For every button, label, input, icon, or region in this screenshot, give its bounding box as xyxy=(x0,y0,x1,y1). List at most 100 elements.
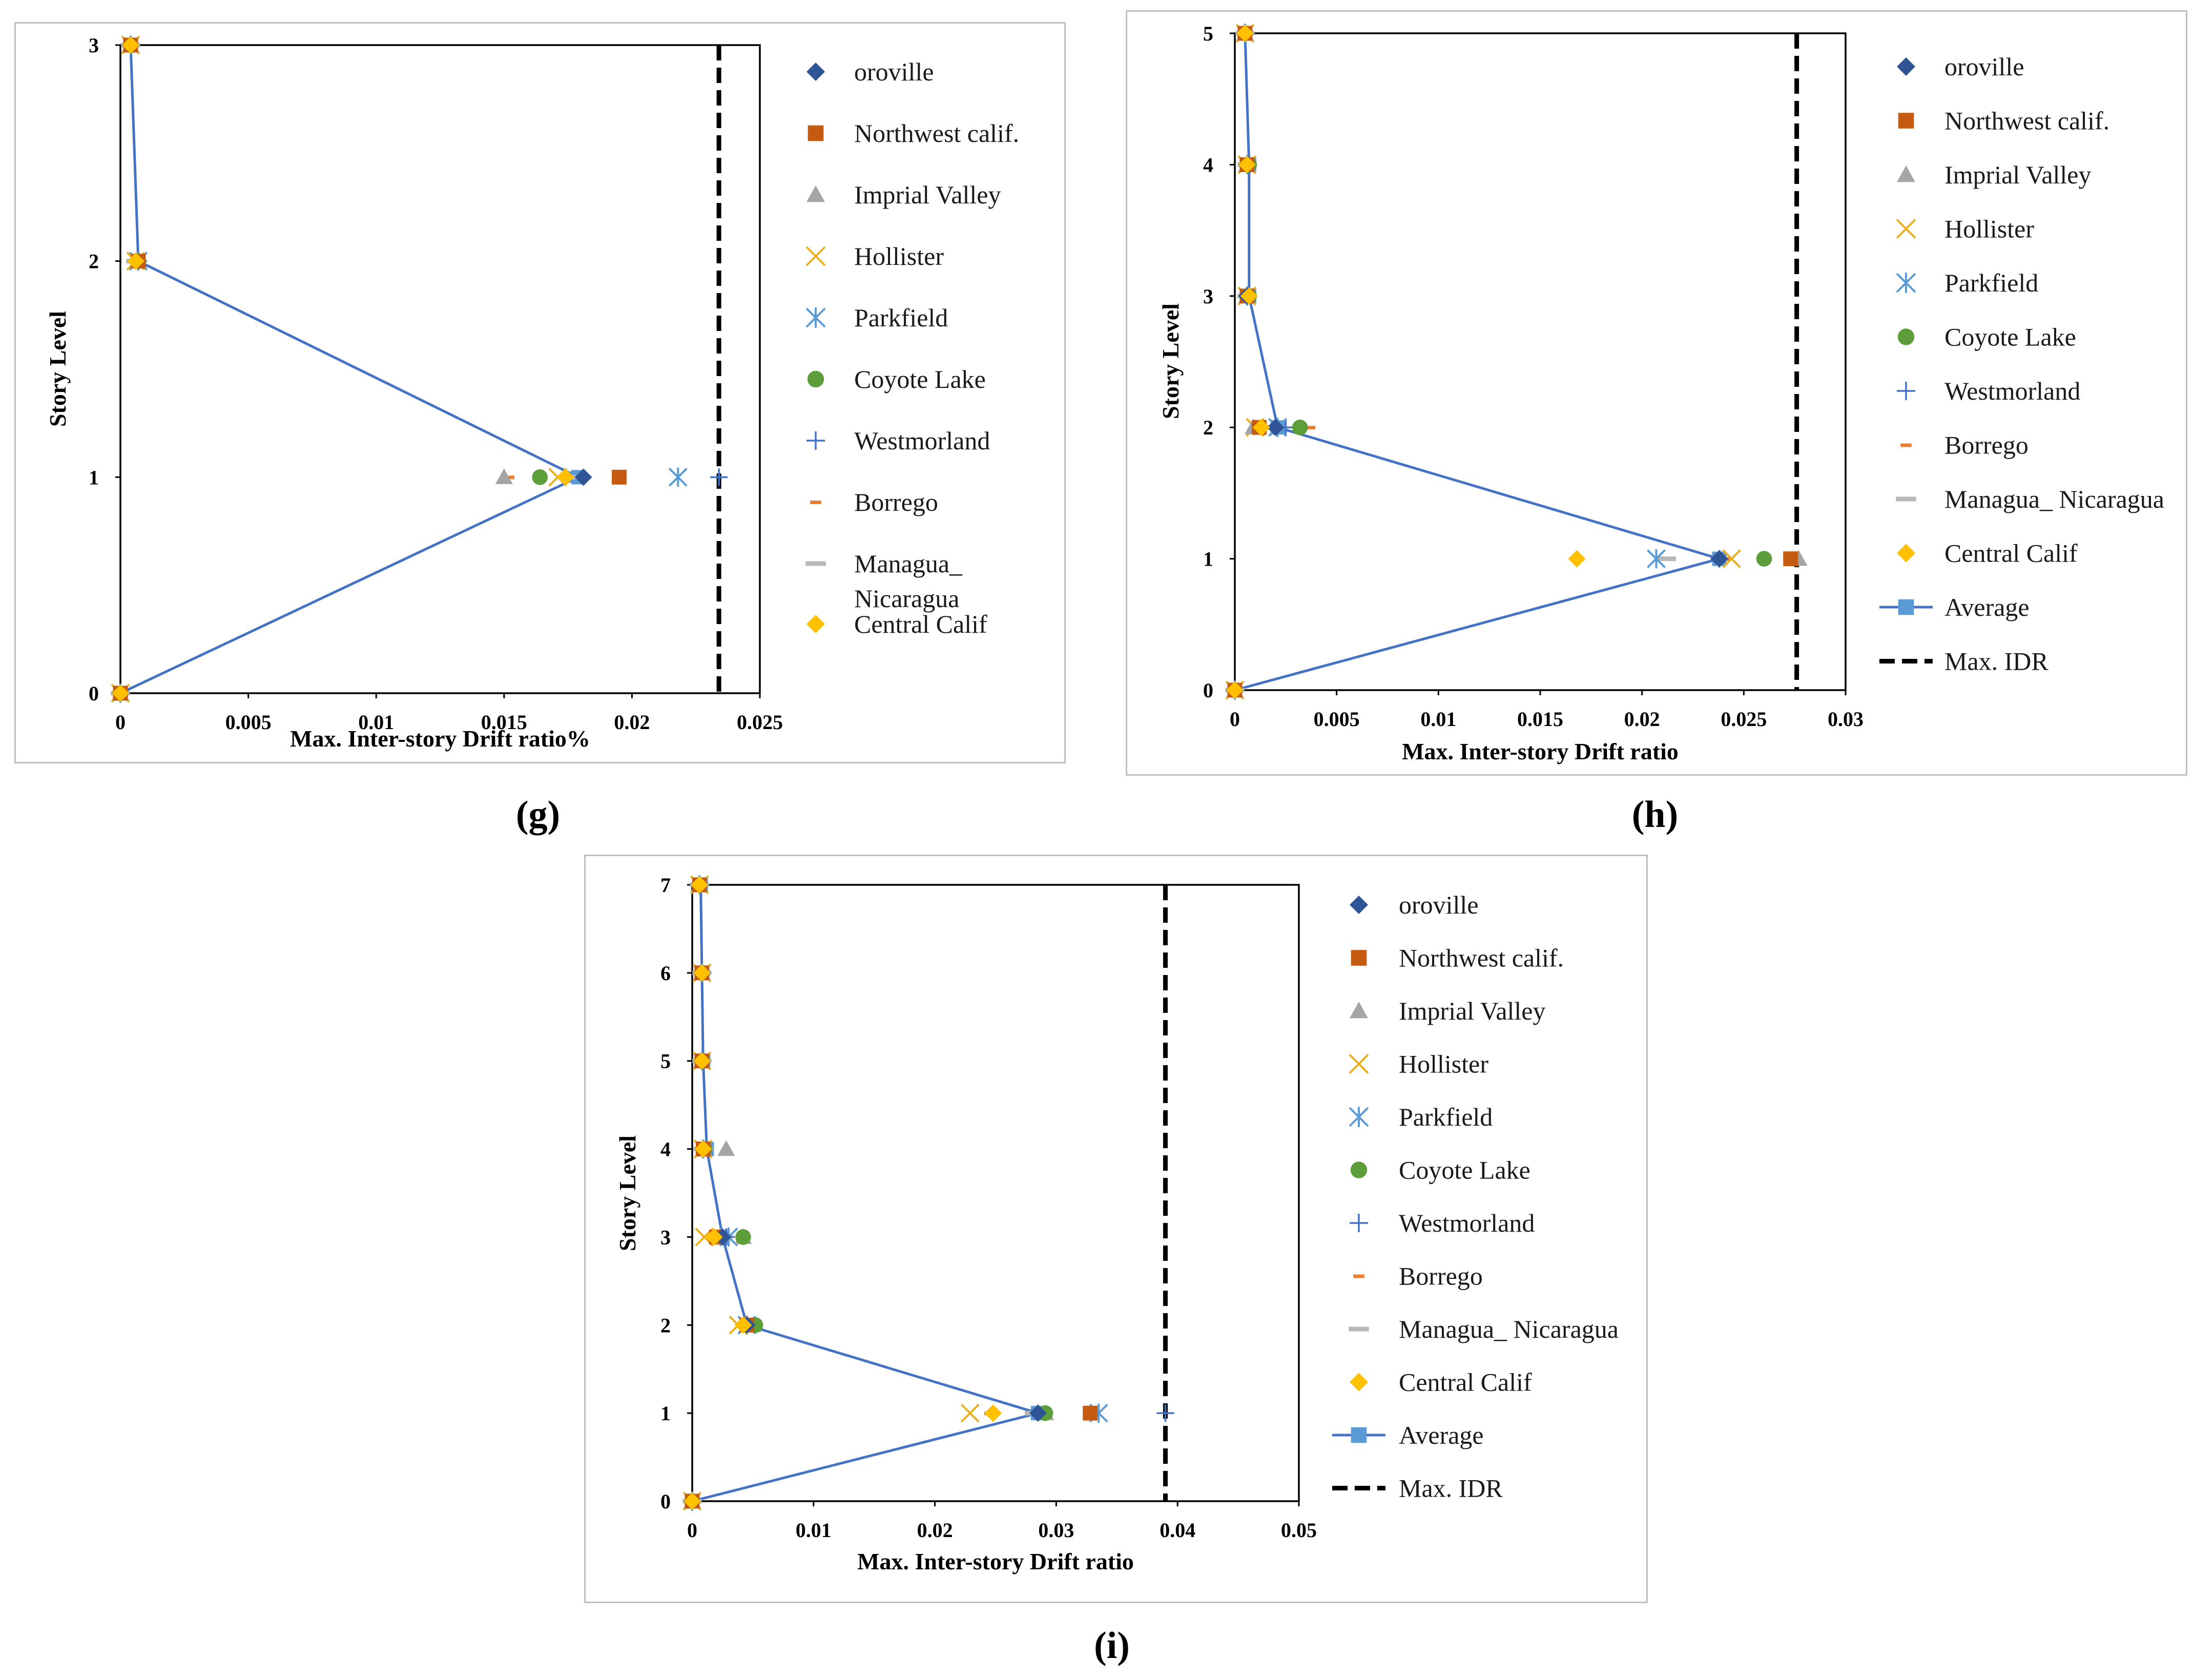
chart-h-xtick-label: 0.025 xyxy=(1721,708,1767,731)
chart-i-ytick-label: 3 xyxy=(660,1226,671,1249)
chart-g-legend-label-coyote: Coyote Lake xyxy=(854,365,986,393)
chart-h-xtick-label: 0.01 xyxy=(1420,708,1456,731)
chart-g-point-central xyxy=(121,36,139,54)
chart-h-point-oroville xyxy=(1710,550,1728,568)
chart-g-legend-marker-northwest xyxy=(808,125,824,141)
chart-g-legend-marker-oroville xyxy=(806,63,825,81)
chart-h-ylabel: Story Level xyxy=(1157,303,1184,419)
chart-i-point-central-shape xyxy=(691,876,709,894)
chart-g-legend-marker-borrego xyxy=(810,501,821,504)
chart-i-legend-label-average: Average xyxy=(1399,1421,1484,1449)
chart-i-xtick-label: 0.04 xyxy=(1160,1519,1195,1542)
chart-h-legend-label-parkfield: Parkfield xyxy=(1944,268,2038,297)
chart-i-ytick-label: 2 xyxy=(660,1314,671,1337)
chart-g-point-central xyxy=(112,685,129,702)
chart-g-point-borrego-shape xyxy=(504,475,514,480)
chart-h-point-borrego-shape xyxy=(1305,426,1316,430)
chart-i-legend-label-northwest: Northwest calif. xyxy=(1399,944,1564,972)
chart-i-point-northwest xyxy=(1083,1405,1098,1421)
chart-i-legend-marker-central xyxy=(1350,1373,1368,1392)
chart-h-legend-label-average: Average xyxy=(1944,593,2030,621)
chart-i-legend-marker-oroville xyxy=(1350,896,1368,914)
chart-g-legend-marker-northwest-shape xyxy=(808,125,824,141)
chart-i-ylabel: Story Level xyxy=(614,1135,640,1251)
chart-h-point-hollister-shape xyxy=(1722,549,1741,569)
chart-i-ytick-label: 0 xyxy=(660,1490,671,1513)
chart-g-ytick-label: 0 xyxy=(89,682,99,705)
chart-h-point-coyote xyxy=(1756,551,1772,567)
chart-i-point-central-shape xyxy=(734,1316,752,1334)
chart-h-legend-marker-parkfield xyxy=(1896,273,1916,293)
chart-i-point-central-shape xyxy=(684,1492,701,1510)
panel-label-i: (i) xyxy=(1094,1625,1130,1667)
chart-g-point-borrego xyxy=(504,475,514,480)
chart-h-legend-label-imprial: Imprial Valley xyxy=(1944,160,2092,189)
chart-h-legend-marker-westmorland-shape xyxy=(1897,382,1915,400)
chart-h-legend-marker-average xyxy=(1879,599,1933,615)
chart-i-point-hollister-shape xyxy=(960,1403,980,1423)
chart-h-ytick-label: 2 xyxy=(1203,416,1213,439)
chart-h-plot-frame xyxy=(1234,32,1847,691)
chart-i-point-northwest-shape xyxy=(1083,1405,1098,1421)
chart-g-ytick-label: 2 xyxy=(89,250,99,273)
chart-h-xlabel: Max. Inter-story Drift ratio xyxy=(1402,738,1679,764)
chart-h-legend-label-oroville: oroville xyxy=(1944,52,2024,81)
chart-g-legend-marker-imprial xyxy=(806,185,825,202)
chart-g-point-westmorland xyxy=(710,468,728,486)
chart-i-legend-marker-northwest-shape xyxy=(1351,950,1367,966)
chart-h-legend-marker-managua-shape xyxy=(1896,496,1916,502)
chart-i-legend-label-central: Central Calif xyxy=(1399,1368,1532,1397)
chart-i-legend-marker-coyote xyxy=(1350,1162,1368,1178)
chart-h-point-northwest xyxy=(1783,551,1798,567)
chart-i-xtick-label: 0.01 xyxy=(796,1519,832,1542)
panel-h-frame xyxy=(1126,10,2187,776)
chart-i-legend-marker-imprial-shape xyxy=(1350,1002,1368,1019)
chart-i-point-central xyxy=(984,1404,1002,1422)
chart-i-legend-marker-borrego-shape xyxy=(1353,1274,1364,1278)
chart-i-legend-marker-managua xyxy=(1349,1326,1369,1332)
chart-i-legend-marker-coyote-shape xyxy=(1350,1162,1368,1178)
chart-h-point-managua xyxy=(1657,556,1676,562)
chart-h-point-central-shape xyxy=(1568,550,1586,568)
chart-g-point-central-shape xyxy=(121,36,139,54)
chart-i-plot-frame xyxy=(691,884,1300,1502)
chart-h-legend-label-borrego: Borrego xyxy=(1944,431,2029,460)
chart-i-point-central-shape xyxy=(693,1052,711,1070)
chart-g-point-northwest-shape xyxy=(611,469,627,485)
chart-i-legend-marker-central-shape xyxy=(1350,1373,1368,1392)
chart-h-legend-label-managua: Managua_ Nicaragua xyxy=(1944,485,2164,513)
chart-g-xtick-label: 0.02 xyxy=(614,711,650,734)
chart-i-point-oroville-shape xyxy=(1029,1404,1047,1422)
chart-g-legend-label-parkfield: Parkfield xyxy=(854,303,948,332)
chart-h-legend-marker-managua xyxy=(1896,496,1916,502)
chart-h-legend-marker-northwest xyxy=(1898,113,1914,129)
chart-g-point-coyote xyxy=(532,469,548,485)
chart-i-legend-marker-imprial xyxy=(1350,1002,1368,1019)
chart-i-legend-label-managua: Managua_ Nicaragua xyxy=(1399,1315,1619,1343)
chart-g-point-central-shape xyxy=(127,252,144,270)
chart-i-legend-label-westmorland: Westmorland xyxy=(1399,1209,1535,1237)
chart-h-legend-label-westmorland: Westmorland xyxy=(1944,377,2080,405)
chart-g-xlabel: Max. Inter-story Drift ratio% xyxy=(290,725,590,752)
chart-h-legend-marker-imprial xyxy=(1897,165,1915,182)
chart-g-legend-label-managua: Managua_ xyxy=(854,549,963,578)
chart-g-point-oroville xyxy=(574,468,592,486)
chart-g-legend-marker-parkfield-shape xyxy=(805,307,826,328)
chart-i-point-central xyxy=(694,1140,712,1158)
chart-g-legend-marker-westmorland xyxy=(806,431,825,450)
chart-h-point-central xyxy=(1236,25,1254,42)
chart-i-xtick-label: 0.05 xyxy=(1281,1519,1317,1542)
chart-i-legend-label-parkfield: Parkfield xyxy=(1399,1103,1493,1131)
chart-i-point-imprial-shape xyxy=(717,1140,735,1156)
chart-i-point-central-shape xyxy=(693,964,711,982)
chart-g-xtick-label: 0.015 xyxy=(481,711,527,734)
chart-h-legend-marker-hollister xyxy=(1896,219,1916,239)
chart-i-legend-marker-oroville-shape xyxy=(1350,896,1368,914)
chart-g-point-imprial-shape xyxy=(495,468,513,484)
chart-h-legend-marker-parkfield-shape xyxy=(1896,273,1916,293)
chart-i-legend-label-hollister: Hollister xyxy=(1399,1050,1488,1078)
chart-i-legend-marker-average xyxy=(1332,1427,1385,1443)
chart-h-point-managua-shape xyxy=(1657,556,1676,562)
chart-i-ytick-label: 1 xyxy=(660,1402,671,1425)
chart-g-legend-label-hollister: Hollister xyxy=(854,242,944,271)
